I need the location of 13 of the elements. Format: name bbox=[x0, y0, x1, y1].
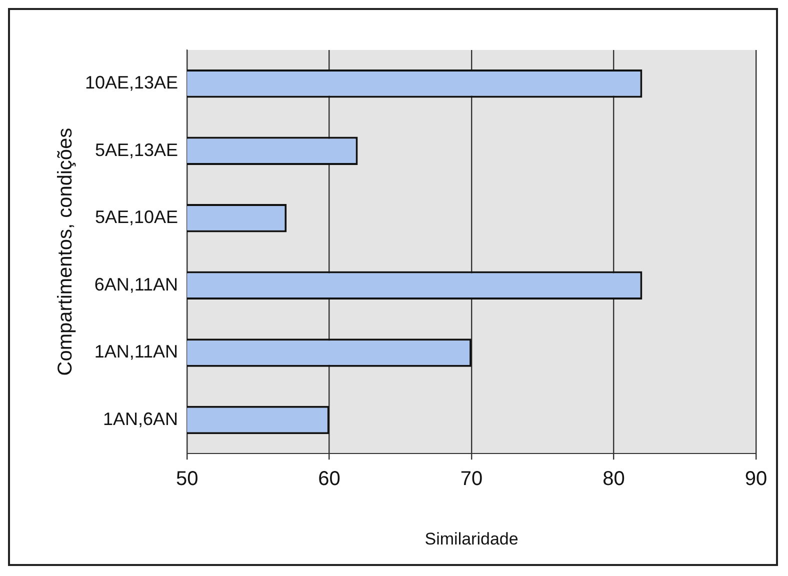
x-tick-label: 50 bbox=[176, 468, 198, 490]
x-tick-label: 80 bbox=[602, 468, 625, 490]
y-axis-title: Compartimentos, condições bbox=[54, 128, 77, 376]
x-tick-label: 70 bbox=[460, 468, 483, 490]
y-tick-label: 5AE,13AE bbox=[95, 140, 178, 160]
x-tick-label: 90 bbox=[744, 468, 768, 490]
y-tick-label: 6AN,11AN bbox=[94, 274, 178, 294]
y-tick-label: 1AN,11AN bbox=[94, 342, 178, 362]
x-axis-title: Similaridade bbox=[424, 529, 518, 548]
x-tick-label: 60 bbox=[318, 468, 340, 490]
y-tick-label: 1AN,6AN bbox=[103, 408, 178, 429]
y-tick-label: 10AE,13AE bbox=[84, 72, 178, 93]
y-tick-label: 5AE,10AE bbox=[95, 207, 178, 228]
